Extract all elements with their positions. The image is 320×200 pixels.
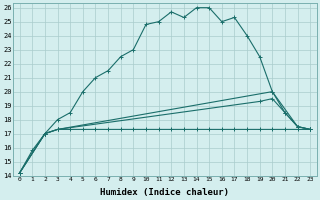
X-axis label: Humidex (Indice chaleur): Humidex (Indice chaleur) bbox=[100, 188, 229, 197]
